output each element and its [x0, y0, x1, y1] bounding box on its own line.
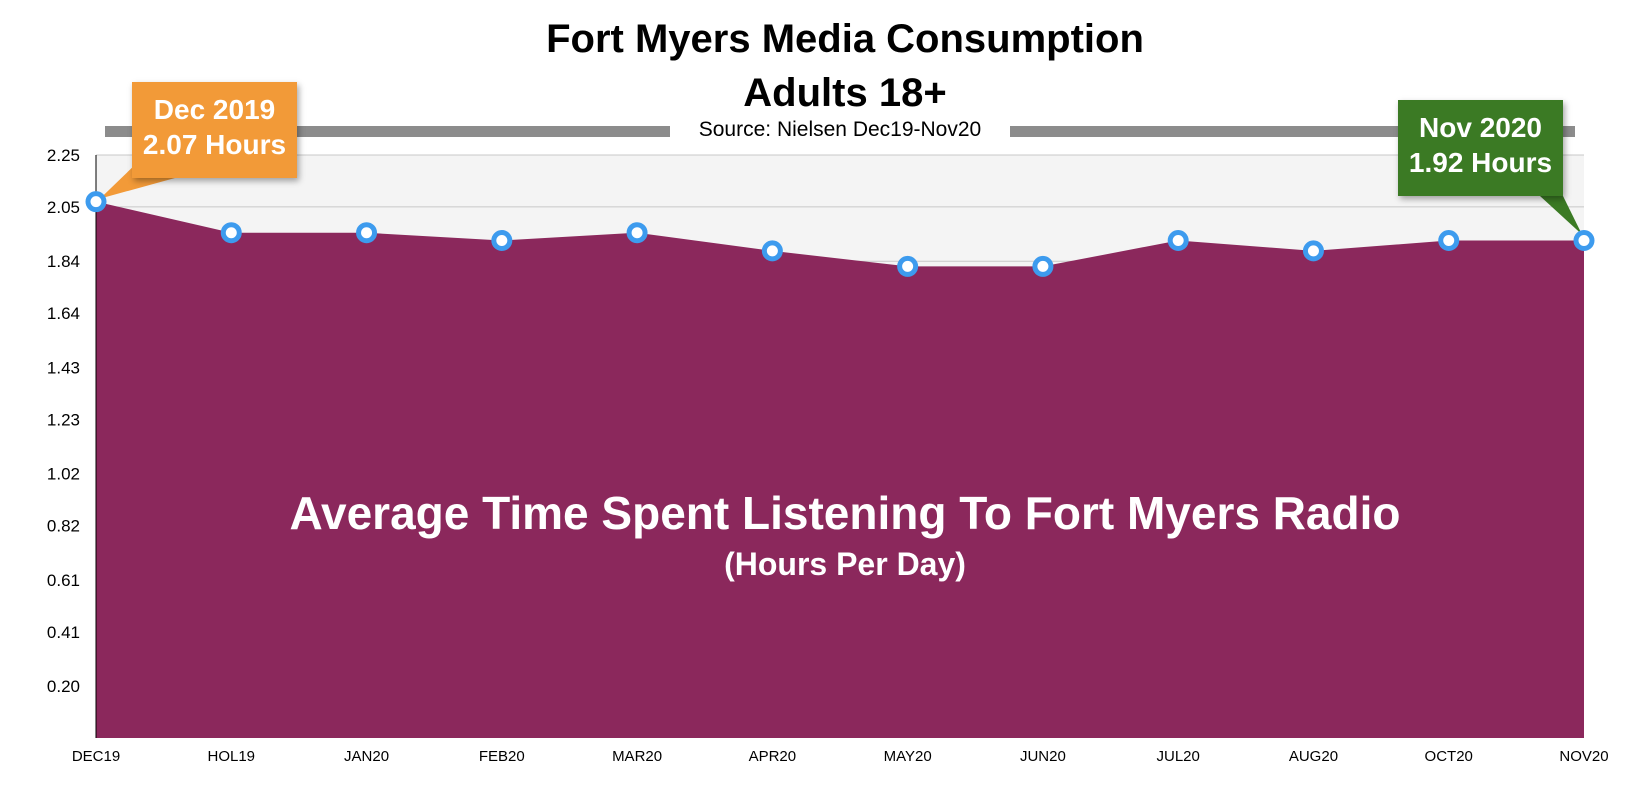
data-point: [85, 191, 107, 213]
chart-source: Source: Nielsen Dec19-Nov20: [698, 118, 982, 141]
callout-end-date: Nov 2020: [1419, 112, 1542, 143]
y-tick-label: 2.25: [47, 146, 80, 165]
chart-title: Fort Myers Media Consumption: [546, 17, 1144, 61]
data-point: [1573, 230, 1595, 252]
title-band-right: [1010, 126, 1575, 137]
data-point: [761, 240, 783, 262]
y-tick-label: 0.61: [47, 571, 80, 590]
inner-sublabel: (Hours Per Day): [724, 546, 966, 582]
callout-pointer-end: [1540, 196, 1582, 235]
data-point: [626, 222, 648, 244]
callout-end: Nov 2020 1.92 Hours: [1398, 100, 1563, 196]
callout-start: Dec 2019 2.07 Hours: [132, 82, 297, 178]
area-series: [96, 201, 1584, 738]
data-point: [356, 222, 378, 244]
x-tick-label: JAN20: [344, 748, 389, 765]
x-tick-label: OCT20: [1425, 748, 1473, 765]
y-tick-label: 1.64: [47, 304, 80, 323]
y-tick-label: 2.05: [47, 198, 80, 217]
y-tick-label: 1.23: [47, 410, 80, 429]
x-tick-label: MAR20: [612, 748, 662, 765]
x-tick-label: JUN20: [1020, 748, 1066, 765]
data-point: [491, 230, 513, 252]
y-axis: 0.20 0.41 0.61 0.82 1.02 1.23 1.43 1.64 1.84 2.05…: [47, 146, 80, 696]
data-markers: [85, 191, 1595, 277]
title-band-left: [105, 126, 670, 137]
callout-start-date: Dec 2019: [153, 94, 276, 125]
y-tick-label: 1.43: [47, 358, 80, 377]
x-tick-label: JUL20: [1157, 748, 1200, 765]
callout-end-value: 1.92 Hours: [1408, 147, 1553, 178]
inner-label: Average Time Spent Listening To Fort Mye…: [289, 487, 1401, 539]
x-tick-label: NOV20: [1559, 748, 1608, 765]
y-tick-label: 1.02: [47, 465, 80, 484]
x-tick-label: AUG20: [1289, 748, 1338, 765]
y-tick-label: 0.82: [47, 517, 80, 536]
y-tick-label: 0.41: [47, 623, 80, 642]
x-tick-label: DEC19: [72, 748, 120, 765]
x-tick-label: APR20: [749, 748, 797, 765]
data-point: [897, 255, 919, 277]
y-tick-label: 0.20: [47, 677, 80, 696]
chart-subtitle: Adults 18+: [743, 71, 947, 115]
data-point: [1167, 230, 1189, 252]
x-tick-label: FEB20: [479, 748, 525, 765]
x-tick-label: HOL19: [208, 748, 256, 765]
data-point: [1438, 230, 1460, 252]
x-axis: DEC19 HOL19 JAN20 FEB20 MAR20 APR20 MAY20 JUN20…: [72, 748, 1609, 765]
callout-start-value: 2.07 Hours: [142, 129, 287, 160]
data-point: [1032, 255, 1054, 277]
data-point: [220, 222, 242, 244]
data-point: [1302, 240, 1324, 262]
x-tick-label: MAY20: [884, 748, 932, 765]
y-tick-label: 1.84: [47, 252, 80, 271]
